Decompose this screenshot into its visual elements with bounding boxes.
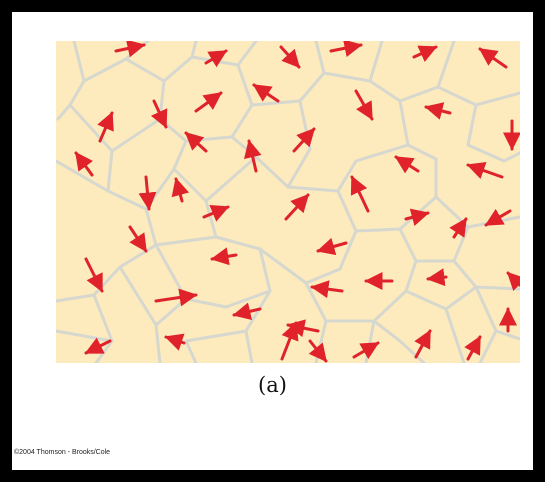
red-arrow-icon bbox=[204, 49, 228, 68]
grain-boundary bbox=[452, 225, 520, 291]
red-arrow-icon bbox=[414, 329, 432, 359]
grain-boundary bbox=[444, 307, 466, 363]
red-arrow-icon bbox=[74, 151, 94, 177]
domain-background bbox=[56, 41, 520, 363]
red-arrow-icon bbox=[412, 45, 438, 63]
grain-boundary bbox=[118, 265, 158, 327]
red-arrow-icon bbox=[154, 288, 198, 307]
grain-boundary bbox=[304, 229, 358, 285]
red-arrow-icon bbox=[464, 335, 482, 361]
figure-frame: (a) ©2004 Thomson - Brooks/Cole bbox=[12, 12, 533, 470]
red-arrow-icon bbox=[310, 280, 344, 299]
red-arrow-icon bbox=[316, 237, 348, 256]
red-arrow-icon bbox=[252, 83, 280, 103]
red-arrow-icon bbox=[114, 41, 146, 58]
red-arrow-icon bbox=[84, 257, 104, 293]
red-arrow-icon bbox=[194, 91, 223, 113]
domain-arrows bbox=[74, 41, 520, 363]
red-arrow-icon bbox=[284, 193, 310, 221]
red-arrow-icon bbox=[84, 337, 112, 355]
red-arrow-icon bbox=[97, 111, 114, 143]
figure-caption: (a) bbox=[258, 373, 287, 397]
red-arrow-icon bbox=[184, 131, 208, 153]
grain-boundary bbox=[56, 41, 86, 121]
red-arrow-icon bbox=[478, 47, 508, 69]
red-arrow-icon bbox=[352, 341, 380, 360]
red-arrow-icon bbox=[150, 99, 168, 129]
grain-boundary bbox=[184, 329, 248, 363]
red-arrow-icon bbox=[232, 302, 262, 321]
red-arrow-icon bbox=[466, 162, 504, 179]
grain-boundary bbox=[124, 41, 198, 83]
red-arrow-icon bbox=[424, 102, 452, 120]
red-arrow-icon bbox=[394, 155, 420, 174]
red-arrow-icon bbox=[350, 175, 370, 213]
red-arrow-icon bbox=[210, 247, 238, 266]
red-arrow-icon bbox=[279, 45, 301, 69]
red-arrow-icon bbox=[484, 208, 512, 227]
grain-boundary bbox=[158, 79, 188, 171]
red-arrow-icon bbox=[329, 41, 363, 58]
magnetic-domain-diagram bbox=[56, 41, 520, 363]
grain-boundary bbox=[466, 103, 520, 163]
grain-boundary bbox=[286, 99, 312, 189]
red-arrow-icon bbox=[128, 225, 148, 253]
grain-boundary bbox=[68, 103, 148, 211]
red-arrow-icon bbox=[292, 127, 316, 153]
red-arrow-icon bbox=[280, 321, 299, 361]
red-arrow-icon bbox=[404, 208, 430, 227]
red-arrow-icon bbox=[426, 268, 448, 287]
red-arrow-icon bbox=[138, 175, 157, 211]
red-arrow-icon bbox=[171, 177, 190, 203]
grain-boundary bbox=[250, 41, 326, 107]
red-arrow-icon bbox=[449, 217, 468, 239]
red-arrow-icon bbox=[506, 271, 520, 292]
grain-boundary bbox=[368, 41, 456, 103]
grain-boundary bbox=[56, 159, 110, 193]
red-arrow-icon bbox=[202, 205, 230, 222]
red-arrow-icon bbox=[308, 339, 328, 363]
grain-boundary bbox=[154, 235, 218, 247]
red-arrow-icon bbox=[164, 333, 186, 351]
copyright-credit: ©2004 Thomson - Brooks/Cole bbox=[14, 449, 111, 456]
grain-boundary bbox=[494, 329, 520, 341]
red-arrow-icon bbox=[243, 139, 262, 173]
red-arrow-icon bbox=[354, 89, 374, 121]
